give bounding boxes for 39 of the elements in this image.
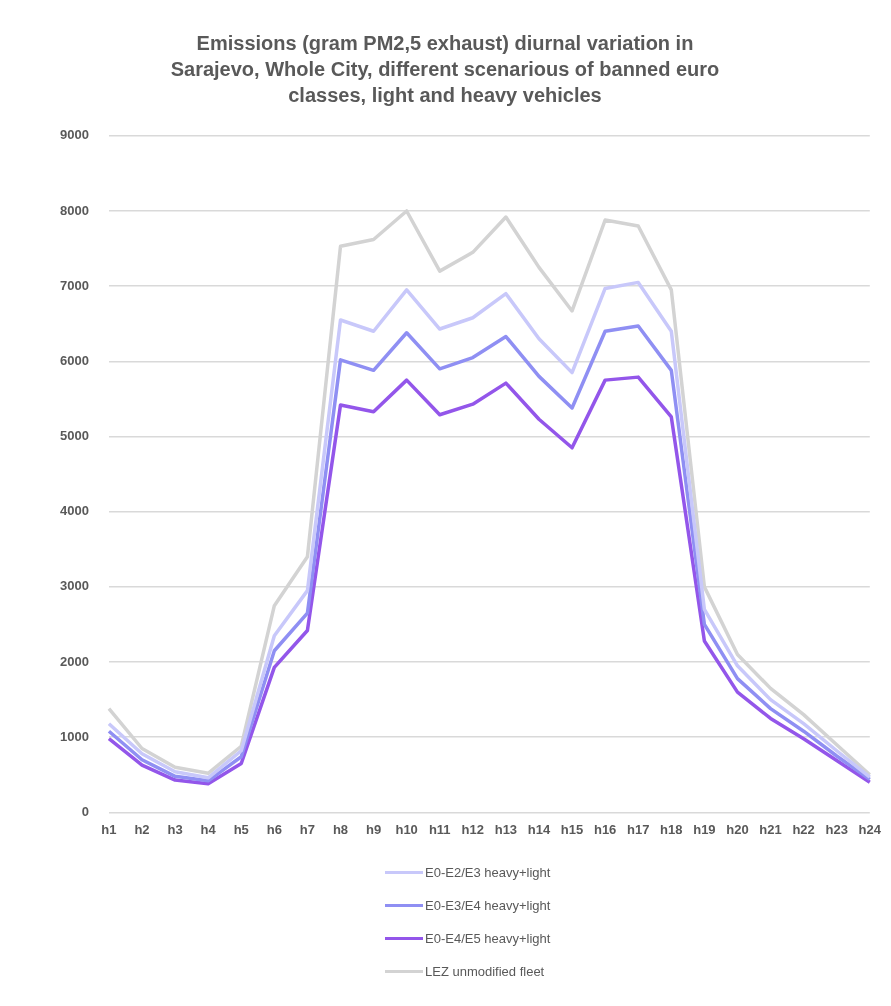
legend-label: E0-E4/E5 heavy+light: [425, 931, 551, 946]
x-tick-label: h20: [726, 821, 749, 837]
x-tick-label: h14: [527, 821, 551, 837]
x-tick-label: h17: [627, 821, 650, 837]
x-tick-label: h7: [299, 821, 315, 837]
y-tick-label: 1000: [60, 728, 89, 744]
y-tick-label: 0: [81, 803, 89, 819]
x-tick-label: h11: [428, 821, 451, 837]
chart-title: Emissions (gram PM2,5 exhaust) diurnal variation in Sarajevo, Whole City, different scenarious of banned euro classes, light and heavy vehicles: [169, 31, 721, 108]
x-tick-label: h12: [461, 821, 485, 837]
x-tick-label: h3: [167, 821, 183, 837]
y-tick-label: 8000: [60, 202, 89, 218]
y-tick-label: 4000: [60, 503, 89, 519]
x-tick-label: h10: [395, 821, 418, 837]
x-tick-label: h21: [759, 821, 782, 837]
y-tick-label: 6000: [60, 352, 89, 368]
x-tick-label: h2: [134, 821, 150, 837]
x-tick-label: h8: [332, 821, 349, 837]
x-tick-label: h4: [200, 821, 217, 837]
legend-label: E0-E2/E3 heavy+light: [425, 865, 551, 880]
y-tick-label: 5000: [60, 428, 89, 444]
x-tick-label: h13: [494, 821, 518, 837]
y-tick-label: 7000: [60, 277, 89, 293]
x-tick-label: h1: [101, 821, 117, 837]
y-tick-label: 3000: [60, 578, 89, 594]
x-tick-label: h16: [593, 821, 617, 837]
x-tick-label: h15: [560, 821, 584, 837]
x-tick-label: h6: [266, 821, 282, 837]
x-tick-label: h24: [858, 821, 882, 837]
legend-label: E0-E3/E4 heavy+light: [425, 898, 551, 913]
x-tick-label: h18: [660, 821, 683, 837]
y-tick-label: 2000: [60, 653, 89, 669]
x-tick-label: h9: [365, 821, 382, 837]
y-tick-label: 9000: [60, 127, 89, 143]
x-tick-label: h22: [792, 821, 815, 837]
x-tick-label: h5: [233, 821, 249, 837]
x-tick-label: h23: [825, 821, 848, 837]
legend-label: LEZ unmodified fleet: [425, 964, 545, 979]
x-tick-label: h19: [693, 821, 716, 837]
